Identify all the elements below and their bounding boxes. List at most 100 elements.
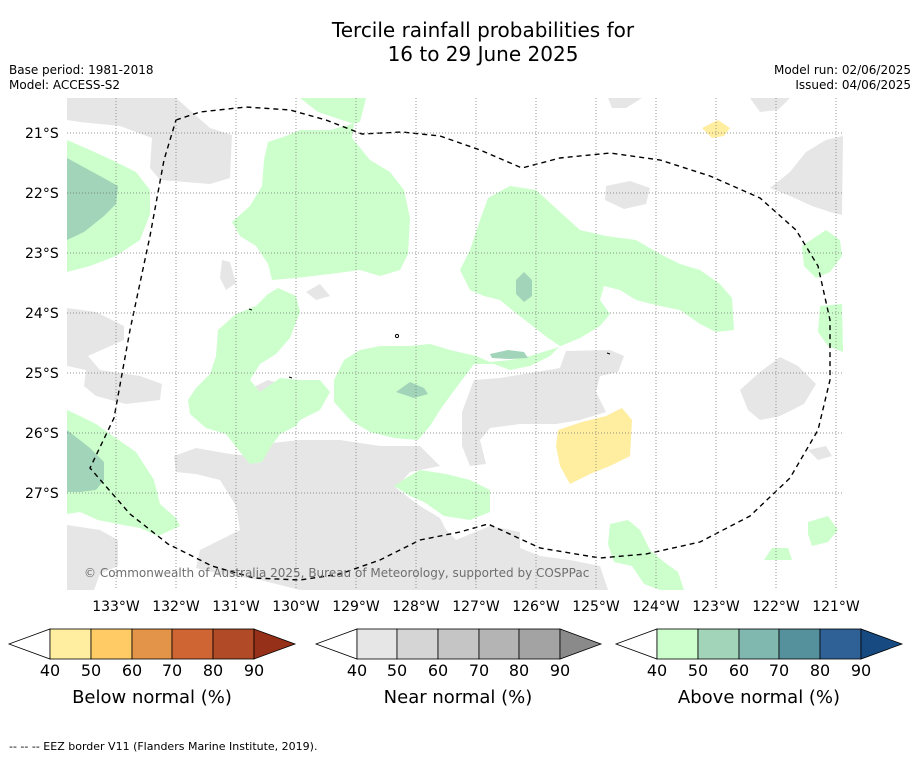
above-normal-region <box>396 382 428 398</box>
colorbar-segment <box>90 628 133 660</box>
lat-label: 23°S <box>25 246 59 262</box>
above-normal-region <box>808 516 838 546</box>
model-name-text: Model: ACCESS-S2 <box>9 78 121 92</box>
lon-label: 129°W <box>332 599 380 615</box>
above-normal-region <box>764 548 792 560</box>
base-period-text: Base period: 1981-2018 <box>9 63 154 77</box>
lat-label: 25°S <box>25 366 59 382</box>
copyright-text: © Commonwealth of Australia 2025, Bureau… <box>84 566 589 580</box>
near-normal-region <box>174 440 608 590</box>
colorbar-tick: 40 <box>347 661 367 680</box>
marker <box>248 308 253 311</box>
lon-label: 130°W <box>272 599 320 615</box>
title-line-2: 16 to 29 June 2025 <box>387 42 579 66</box>
colorbar-tick: 70 <box>162 661 182 680</box>
lon-label: 121°W <box>812 599 860 615</box>
above-normal-region <box>188 288 330 464</box>
colorbar-tick: 40 <box>40 661 60 680</box>
colorbar-end-triangle <box>253 628 297 660</box>
eez-border-footnote: -- -- -- EEZ border V11 (Flanders Marine… <box>9 740 318 753</box>
colorbar-tick: 60 <box>122 661 142 680</box>
graticule <box>67 98 843 590</box>
colorbar-tick: 80 <box>203 661 223 680</box>
colorbar-start-triangle <box>314 628 358 660</box>
colorbar-title: Below normal (%) <box>72 687 232 708</box>
lon-label: 131°W <box>212 599 260 615</box>
colorbar-tick: 40 <box>647 661 667 680</box>
eez-border <box>89 106 831 581</box>
lon-label: 132°W <box>152 599 200 615</box>
near-normal-region <box>67 525 118 590</box>
colorbar-segment <box>656 628 699 660</box>
marker <box>288 376 293 379</box>
colorbar-tick: 90 <box>550 661 570 680</box>
run-info: Model run: 02/06/2025 Issued: 04/06/2025 <box>774 63 911 93</box>
marker <box>394 333 400 339</box>
colorbar-segment <box>738 628 780 660</box>
near-normal-region <box>605 181 650 209</box>
colorbar-tick: 60 <box>428 661 448 680</box>
near-normal-region <box>750 98 790 112</box>
colorbar-segment <box>49 628 92 660</box>
longitude-labels: 133°W 132°W 131°W 130°W 129°W 128°W 127°… <box>92 599 860 615</box>
lon-label: 126°W <box>512 599 560 615</box>
near-normal-region <box>67 308 162 404</box>
above-normal-region <box>516 272 532 302</box>
near-normal-region <box>808 446 832 460</box>
colorbar-title: Near normal (%) <box>384 687 533 708</box>
latitude-labels: 21°S 22°S 23°S 24°S 25°S 26°S 27°S <box>25 126 59 502</box>
lat-label: 24°S <box>25 306 59 322</box>
near-normal-region <box>306 284 330 300</box>
near-normal-region <box>770 136 843 215</box>
lon-label: 124°W <box>632 599 680 615</box>
colorbar-tick: 50 <box>387 661 407 680</box>
lon-label: 125°W <box>572 599 620 615</box>
colorbar-tick: 80 <box>509 661 529 680</box>
colorbar-segment <box>778 628 821 660</box>
colorbar-segment <box>212 628 255 660</box>
marker <box>606 352 611 355</box>
page-title: Tercile rainfall probabilities for 16 to… <box>0 18 919 66</box>
lon-label: 128°W <box>392 599 440 615</box>
near-normal-region <box>462 350 624 466</box>
lon-label: 127°W <box>452 599 500 615</box>
colorbar-start-triangle <box>7 628 51 660</box>
colorbar-segment <box>697 628 740 660</box>
lon-label: 122°W <box>752 599 800 615</box>
colorbar-tick: 60 <box>729 661 749 680</box>
above-normal-region <box>67 158 118 240</box>
lat-label: 27°S <box>25 486 59 502</box>
model-run-text: Model run: 02/06/2025 <box>773 63 911 77</box>
colorbar-segment <box>356 628 398 660</box>
colorbar-above-normal: 40 50 60 70 80 90 Above normal (%) <box>614 628 904 708</box>
colorbar-segment <box>131 628 173 660</box>
colorbar-end-triangle <box>860 628 904 660</box>
title-line-1: Tercile rainfall probabilities for <box>331 18 635 42</box>
colorbar-start-triangle <box>614 628 658 660</box>
colorbar-below-normal: 40 50 60 70 80 90 Below normal (%) <box>7 628 297 708</box>
colorbar-tick: 80 <box>810 661 830 680</box>
near-normal-region <box>608 98 642 108</box>
colorbar-segment <box>437 628 480 660</box>
small-markers <box>248 308 611 379</box>
above-normal-region <box>802 230 842 278</box>
lat-label: 22°S <box>25 186 59 202</box>
model-info: Base period: 1981-2018 Model: ACCESS-S2 <box>9 63 154 93</box>
above-normal-40-regions <box>67 98 843 590</box>
lat-label: 21°S <box>25 126 59 142</box>
colorbar-segment <box>819 628 862 660</box>
colorbar-segment <box>396 628 439 660</box>
lat-label: 26°S <box>25 426 59 442</box>
colorbar-tick: 50 <box>81 661 101 680</box>
colorbar-tick: 70 <box>469 661 489 680</box>
above-normal-region <box>334 186 734 440</box>
above-normal-region <box>394 470 490 520</box>
issued-date-text: Issued: 04/06/2025 <box>795 78 911 92</box>
colorbar-end-triangle <box>559 628 603 660</box>
above-normal-region <box>67 430 104 492</box>
colorbar-tick: 50 <box>688 661 708 680</box>
near-normal-region <box>67 98 232 184</box>
above-normal-region <box>67 410 180 536</box>
colorbar-tick: 70 <box>769 661 789 680</box>
